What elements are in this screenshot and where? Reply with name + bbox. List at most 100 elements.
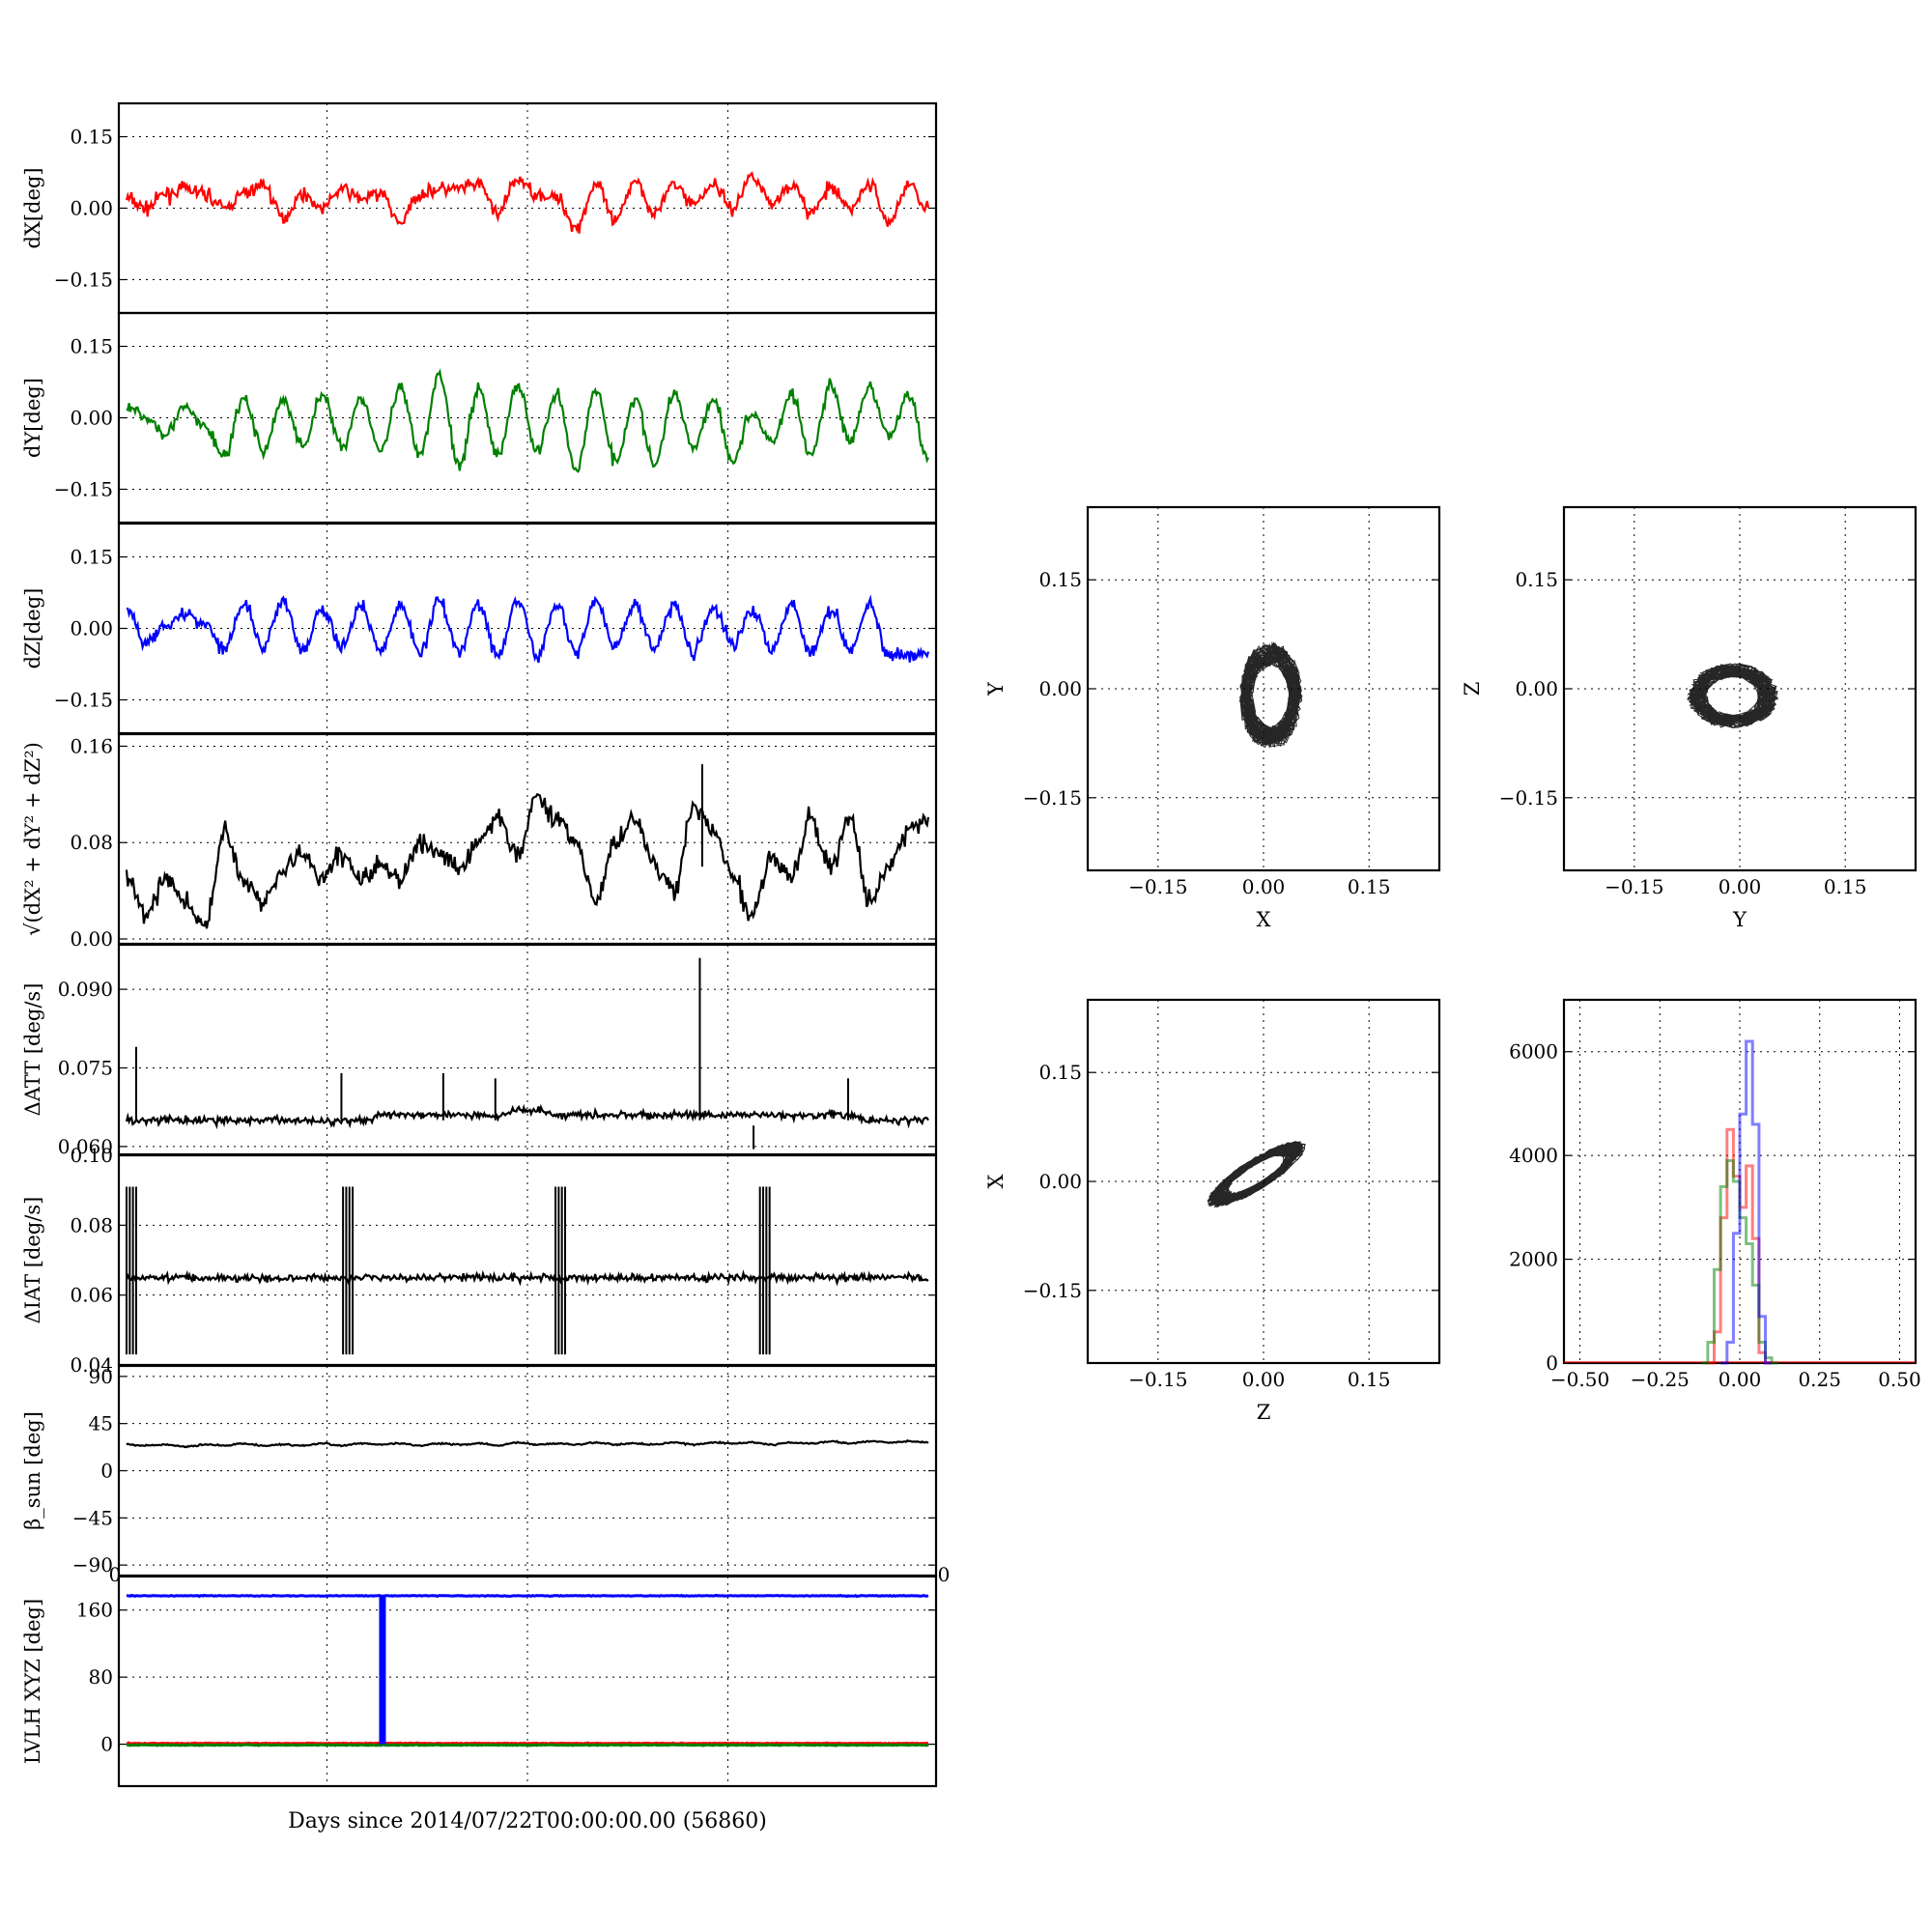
ytick-label: 0.060 bbox=[58, 1135, 113, 1158]
ytick-label: −0.15 bbox=[54, 688, 113, 711]
ytick-label: 0.06 bbox=[70, 1284, 113, 1307]
xtick-label: −0.15 bbox=[1128, 875, 1187, 898]
ytick-label: 0.090 bbox=[58, 978, 113, 1001]
xtick-label: −0.50 bbox=[1550, 1368, 1609, 1391]
panel-lvlh: 160 80 0 LVLH XYZ [deg] 0 0 bbox=[21, 1563, 951, 1788]
series-line-0 bbox=[125, 792, 930, 929]
panel-datt: 0.090 0.075 0.060 ΔATT [deg/s] bbox=[21, 943, 938, 1158]
xtick-label: 0.00 bbox=[1242, 875, 1286, 898]
ytick-label: 0 bbox=[100, 1460, 113, 1483]
ytick-label: −0.15 bbox=[1023, 786, 1082, 810]
xtick-label: 0.00 bbox=[1242, 1368, 1286, 1391]
ylabel: X bbox=[984, 1174, 1008, 1188]
figure-xlabel: Days since 2014/07/22T00:00:00.00 (56860… bbox=[288, 1809, 767, 1833]
ytick-label: 0.15 bbox=[1038, 568, 1082, 591]
ytick-label: 0.00 bbox=[1515, 677, 1558, 700]
ytick-label: 0.15 bbox=[1038, 1061, 1082, 1084]
axes-frame bbox=[117, 1575, 938, 1788]
ylabel: LVLH XYZ [deg] bbox=[21, 1599, 44, 1764]
ytick-label: −0.15 bbox=[54, 477, 113, 500]
ytick-label: 0 bbox=[100, 1733, 113, 1756]
series-line-0 bbox=[125, 1269, 929, 1287]
ytick-label: 0.04 bbox=[70, 1353, 113, 1377]
panel-diat: 0.10 0.08 0.06 0.04 ΔIAT [deg/s] bbox=[21, 1144, 938, 1377]
ytick-label: 80 bbox=[89, 1665, 113, 1689]
series-line-0 bbox=[126, 1438, 929, 1449]
xlabel: Y bbox=[1732, 908, 1747, 931]
axes-frame bbox=[117, 943, 938, 1156]
xtick-label: 0 bbox=[938, 1563, 951, 1586]
panel-xy: 0.15 0.00 −0.15 −0.15 0.00 0.15 Y X bbox=[984, 505, 1441, 931]
xtick-label: −0.25 bbox=[1631, 1368, 1690, 1391]
series-line-0 bbox=[125, 171, 930, 234]
xtick-label: 0.15 bbox=[1348, 1368, 1391, 1391]
xtick-label: 0.00 bbox=[1719, 1368, 1762, 1391]
ytick-label: −45 bbox=[72, 1506, 113, 1529]
panel-yz: 0.15 0.00 −0.15 −0.15 0.00 0.15 Z Y bbox=[1461, 505, 1918, 931]
ytick-label: 6000 bbox=[1509, 1040, 1558, 1064]
ytick-label: 0.15 bbox=[1515, 568, 1558, 591]
series-line-0 bbox=[126, 1593, 929, 1599]
xtick-label: 0.15 bbox=[1824, 875, 1867, 898]
ytick-label: −90 bbox=[72, 1553, 113, 1577]
xtick-label: 0.25 bbox=[1798, 1368, 1841, 1391]
lvlh-flip bbox=[379, 1595, 386, 1745]
series-line-2 bbox=[126, 1743, 929, 1747]
panels: 0.15 0.00 −0.15 dX[deg] 0.15 0.00 −0.15 dY[deg]… bbox=[21, 101, 1921, 1788]
ytick-label: 0.075 bbox=[58, 1056, 113, 1079]
scatter-trace bbox=[1686, 663, 1779, 729]
ytick-label: 0.00 bbox=[70, 927, 113, 951]
ytick-label: 0.00 bbox=[1038, 1170, 1082, 1193]
ytick-label: 160 bbox=[76, 1599, 113, 1622]
ylabel: dY[deg] bbox=[21, 378, 44, 458]
ytick-label: 45 bbox=[89, 1412, 113, 1435]
ytick-label: 0.08 bbox=[70, 1213, 113, 1236]
ytick-label: 0.15 bbox=[70, 546, 113, 569]
ytick-label: 0.00 bbox=[70, 617, 113, 640]
ylabel: ΔIAT [deg/s] bbox=[21, 1197, 44, 1324]
series-line-0 bbox=[126, 368, 929, 473]
panel-hist: 6000 4000 2000 0−0.50 −0.25 0.00 0.25 0.50 bbox=[1509, 998, 1921, 1391]
axes-frame bbox=[1562, 505, 1918, 872]
ytick-label: 0.15 bbox=[70, 335, 113, 358]
scatter-trace bbox=[1238, 640, 1303, 749]
panel-dz: 0.15 0.00 −0.15 dZ[deg] bbox=[21, 522, 938, 735]
xtick-label: −0.15 bbox=[1605, 875, 1663, 898]
ytick-label: 0.10 bbox=[70, 1144, 113, 1167]
panel-dy: 0.15 0.00 −0.15 dY[deg] bbox=[21, 311, 938, 525]
ylabel: Z bbox=[1461, 682, 1484, 696]
ytick-label: −0.15 bbox=[1023, 1279, 1082, 1302]
ytick-label: 0.08 bbox=[70, 831, 113, 854]
xlabel: X bbox=[1257, 908, 1271, 931]
panel-rss: 0.16 0.08 0.00 √(dX² + dY² + dZ²) bbox=[21, 732, 938, 951]
axes-frame bbox=[1086, 998, 1441, 1365]
ytick-label: 0.15 bbox=[70, 126, 113, 149]
xtick-label: −0.15 bbox=[1128, 1368, 1187, 1391]
xtick-label: 0.00 bbox=[1719, 875, 1762, 898]
axes-frame bbox=[117, 732, 938, 946]
ytick-label: 0.00 bbox=[70, 407, 113, 430]
ytick-label: −0.15 bbox=[1499, 786, 1558, 810]
ylabel: β_sun [deg] bbox=[21, 1411, 44, 1530]
ylabel: dX[deg] bbox=[21, 167, 44, 248]
xtick-label: 0.50 bbox=[1878, 1368, 1921, 1391]
ylabel: Y bbox=[984, 681, 1008, 696]
series-line-0 bbox=[125, 1103, 929, 1130]
ytick-label: 2000 bbox=[1509, 1248, 1558, 1271]
ytick-label: 0 bbox=[1546, 1351, 1558, 1375]
series-line-0 bbox=[126, 594, 930, 664]
hist-series-2 bbox=[1720, 1039, 1773, 1365]
ylabel: dZ[deg] bbox=[21, 588, 44, 669]
xtick-label: 0.15 bbox=[1348, 875, 1391, 898]
panel-zx: 0.15 0.00 −0.15 −0.15 0.00 0.15 X Z bbox=[984, 998, 1441, 1424]
ytick-label: 0.00 bbox=[70, 197, 113, 220]
ytick-label: 0.00 bbox=[1038, 677, 1082, 700]
panel-beta: 90 45 0 −45 −90 β_sun [deg] bbox=[21, 1365, 938, 1577]
ylabel: ΔATT [deg/s] bbox=[21, 983, 44, 1117]
ytick-label: 90 bbox=[89, 1365, 113, 1388]
ytick-label: 4000 bbox=[1509, 1144, 1558, 1167]
ylabel: √(dX² + dY² + dZ²) bbox=[21, 742, 44, 936]
xtick-label: 0 bbox=[109, 1563, 122, 1586]
axes-frame bbox=[1086, 505, 1441, 872]
